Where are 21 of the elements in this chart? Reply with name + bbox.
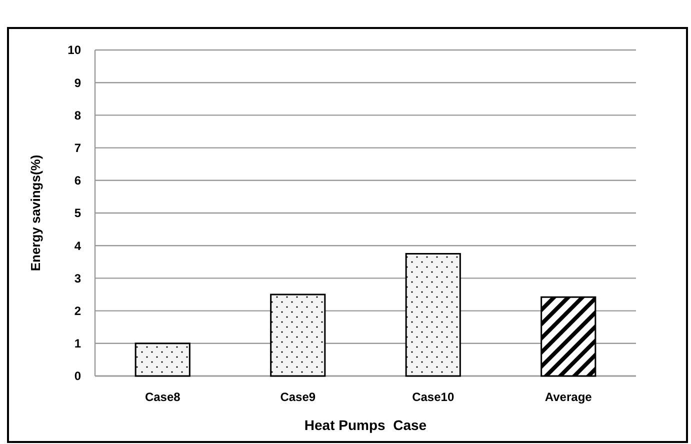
x-axis-title: Heat Pumps Case: [304, 417, 427, 433]
bar: [270, 294, 326, 377]
y-tick-label: 10: [68, 43, 82, 58]
y-tick-label: 3: [74, 271, 82, 286]
y-tick-label: 0: [74, 369, 82, 384]
y-tick-label: 6: [74, 174, 82, 188]
bar: [540, 296, 596, 377]
y-tick-label: 8: [74, 108, 82, 122]
x-tick-label: Case10: [412, 390, 454, 404]
bar: [405, 253, 461, 377]
y-tick-label: 4: [74, 238, 82, 253]
bar: [134, 342, 190, 377]
y-tick-label: 1: [74, 336, 82, 351]
y-tick-label: 2: [74, 304, 82, 318]
y-tick-label: 7: [74, 141, 82, 155]
y-tick-label: 9: [74, 76, 82, 90]
x-tick-label: Average: [544, 390, 592, 404]
y-tick-label: 5: [74, 206, 82, 220]
x-tick-label: Case9: [280, 390, 316, 404]
x-tick-label: Case8: [144, 390, 181, 404]
y-axis-title: Energy savings(%): [28, 154, 43, 272]
